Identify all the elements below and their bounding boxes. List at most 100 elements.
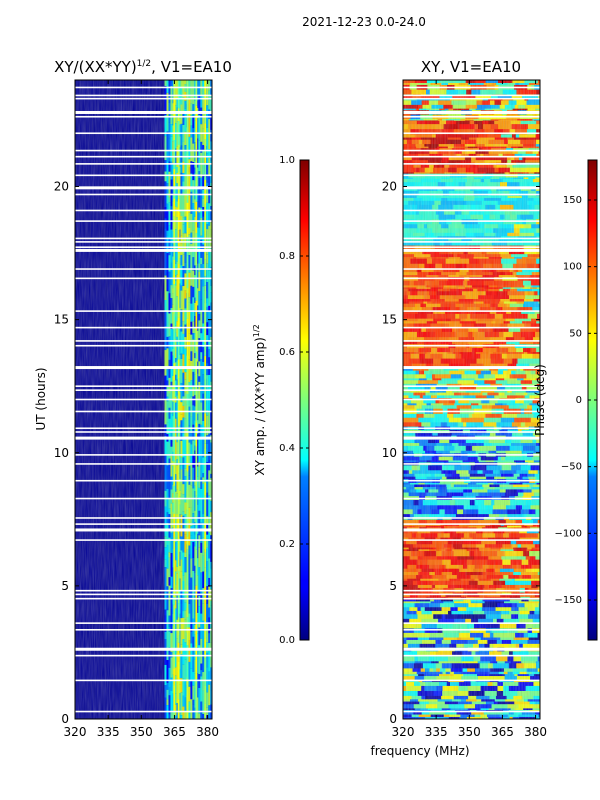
amplitude-streak xyxy=(190,248,193,270)
amplitude-streak xyxy=(164,375,167,401)
amplitude-streak xyxy=(168,577,171,586)
amplitude-streak xyxy=(170,323,173,330)
amplitude-streak xyxy=(196,223,199,228)
amplitude-streak xyxy=(190,462,193,486)
amplitude-streak xyxy=(188,117,191,137)
gap-line xyxy=(75,593,212,596)
amplitude-streak xyxy=(180,358,183,384)
amplitude-streak xyxy=(170,440,173,447)
phase-cell xyxy=(539,685,540,691)
amplitude-streak xyxy=(194,353,197,359)
amplitude-streak xyxy=(195,359,198,389)
amplitude-streak xyxy=(210,568,212,590)
amplitude-streak xyxy=(202,537,205,556)
amplitude-streak xyxy=(196,673,199,698)
amplitude-streak xyxy=(192,699,195,705)
gap-line xyxy=(403,710,540,713)
amplitude-streak xyxy=(190,444,193,463)
amplitude-streak xyxy=(194,565,197,573)
amplitude-streak xyxy=(186,195,189,203)
amplitude-streak xyxy=(164,664,167,686)
amplitude-streak xyxy=(180,440,183,458)
amplitude-streak xyxy=(173,537,176,563)
amplitude-streak xyxy=(184,290,187,299)
amplitude-streak xyxy=(194,142,197,161)
amplitude-streak xyxy=(195,134,198,150)
amplitude-streak xyxy=(180,493,183,515)
amplitude-streak xyxy=(168,537,171,553)
amplitude-streak xyxy=(184,216,187,234)
amplitude-streak xyxy=(206,165,209,183)
amplitude-streak xyxy=(198,535,201,548)
amplitude-streak xyxy=(204,685,207,704)
amplitude-streak xyxy=(166,380,169,387)
amplitude-streak xyxy=(186,318,189,346)
amplitude-streak xyxy=(184,438,187,452)
amplitude-streak xyxy=(194,173,197,181)
amplitude-streak xyxy=(168,552,171,558)
amplitude-streak xyxy=(196,167,199,177)
amplitude-streak xyxy=(208,412,211,434)
amplitude-streak xyxy=(173,391,176,403)
amplitude-streak xyxy=(200,663,203,671)
amplitude-streak xyxy=(176,566,179,574)
amplitude-streak xyxy=(195,525,198,550)
amplitude-streak xyxy=(195,495,198,517)
amplitude-streak xyxy=(200,333,203,341)
amplitude-streak xyxy=(164,136,167,161)
amplitude-streak xyxy=(202,198,205,208)
amplitude-streak xyxy=(184,174,187,195)
amplitude-streak xyxy=(192,440,195,456)
amplitude-streak xyxy=(182,596,185,612)
amplitude-streak xyxy=(194,100,197,121)
amplitude-streak xyxy=(166,631,169,647)
amplitude-streak xyxy=(188,272,191,298)
amplitude-streak xyxy=(204,259,207,277)
amplitude-streak xyxy=(194,589,197,614)
amplitude-streak xyxy=(164,300,167,311)
amplitude-streak xyxy=(188,80,191,98)
phase-gap-lines xyxy=(403,86,540,713)
amplitude-streak xyxy=(196,80,199,101)
amplitude-streak xyxy=(190,535,193,559)
x-tick-label: 335 xyxy=(97,725,120,739)
amplitude-streak xyxy=(170,657,173,678)
amplitude-streak xyxy=(186,503,189,511)
amplitude-streak xyxy=(202,588,205,604)
amplitude-streak xyxy=(210,206,212,223)
amplitude-panel-title: XY/(XX*YY)1/2, V1=EA10 xyxy=(54,58,232,76)
amplitude-streak xyxy=(192,387,195,397)
amplitude-streak xyxy=(208,149,211,159)
gap-line xyxy=(75,310,212,312)
amplitude-streak xyxy=(198,212,201,229)
amplitude-streak xyxy=(176,493,179,515)
amplitude-streak xyxy=(198,158,201,172)
amplitude-streak xyxy=(198,271,201,291)
amplitude-streak xyxy=(206,623,209,643)
gap-line xyxy=(75,597,212,600)
amplitude-streak xyxy=(192,671,195,686)
amplitude-streak xyxy=(186,463,189,472)
amplitude-streak xyxy=(180,536,183,551)
amplitude-streak xyxy=(208,470,211,496)
amplitude-streak xyxy=(204,657,207,686)
amplitude-streak xyxy=(192,488,195,514)
x-tick-label: 380 xyxy=(196,725,219,739)
amplitude-streak xyxy=(174,491,177,518)
amplitude-streak xyxy=(166,386,169,397)
amplitude-streak xyxy=(176,395,179,418)
gap-line xyxy=(75,241,212,243)
amplitude-streak xyxy=(202,374,205,394)
amplitude-streak xyxy=(206,223,209,230)
amplitude-streak xyxy=(184,476,187,498)
amplitude-streak xyxy=(177,378,180,406)
figure-suptitle: 2021-12-23 0.0-24.0 xyxy=(302,15,426,29)
gap-line xyxy=(75,340,212,342)
amplitude-streak xyxy=(180,265,183,286)
gap-line xyxy=(75,622,212,624)
amplitude-streak xyxy=(192,558,195,572)
colorbar-tick-label: 0.4 xyxy=(279,443,295,454)
amplitude-streak xyxy=(200,638,203,664)
amplitude-streak xyxy=(176,417,179,443)
amplitude-streak xyxy=(188,195,191,213)
